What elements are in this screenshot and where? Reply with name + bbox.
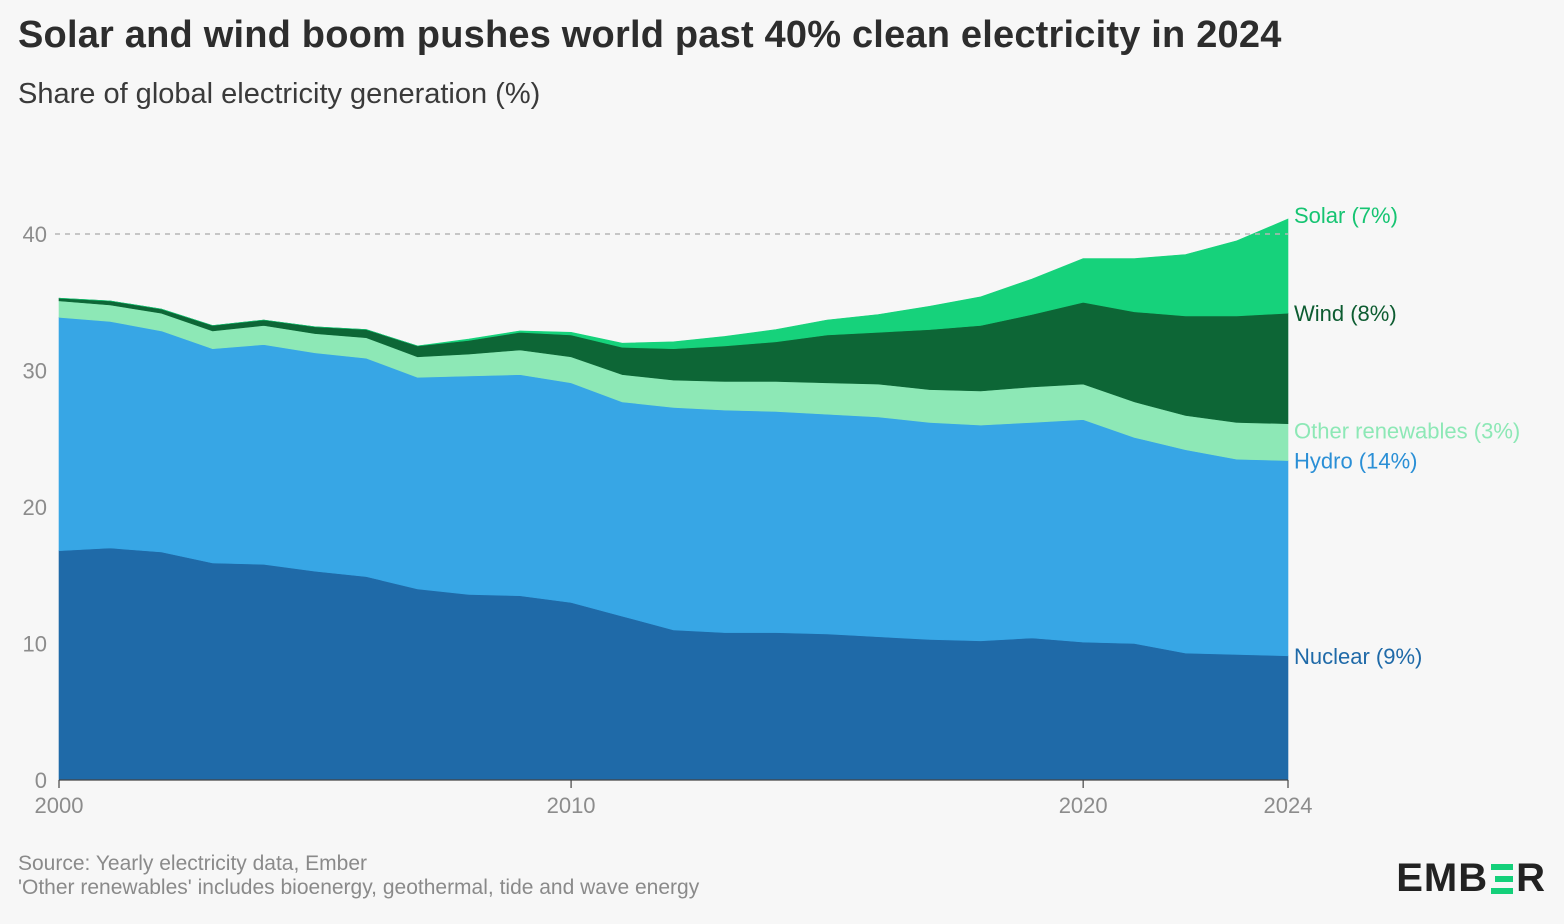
- series-label-wind: Wind (8%): [1294, 301, 1397, 326]
- area-solar: [58, 218, 1289, 350]
- series-label-other-renewables: Other renewables (3%): [1294, 419, 1520, 444]
- chart-subtitle: Share of global electricity generation (…: [18, 78, 541, 110]
- logo-e-mark: [1491, 863, 1514, 894]
- x-tick-label: 2020: [1059, 793, 1108, 818]
- series-label-hydro: Hydro (14%): [1294, 449, 1417, 474]
- series-label-nuclear: Nuclear (9%): [1294, 644, 1422, 669]
- x-tick-label: 2000: [35, 793, 84, 818]
- footnote: 'Other renewables' includes bioenergy, g…: [18, 876, 700, 899]
- axes-group: 0 10 20 30 40 2000 2010 2020 2024: [23, 222, 1313, 818]
- chart-title: Solar and wind boom pushes world past 40…: [18, 14, 1282, 56]
- y-tick-label: 20: [23, 495, 47, 520]
- logo-text-right: R: [1516, 856, 1546, 900]
- x-tick-label: 2024: [1264, 793, 1313, 818]
- area-layers: [58, 218, 1289, 781]
- x-tick-label: 2010: [547, 793, 596, 818]
- series-label-solar: Solar (7%): [1294, 203, 1398, 228]
- y-tick-label: 10: [23, 632, 47, 657]
- y-tick-label: 0: [35, 768, 47, 793]
- y-tick-label: 40: [23, 222, 47, 247]
- ember-logo: EMB R: [1396, 856, 1546, 901]
- logo-text-left: EMB: [1396, 856, 1489, 900]
- source-note: Source: Yearly electricity data, Ember: [18, 852, 368, 875]
- series-labels: Nuclear (9%) Hydro (14%) Other renewables …: [1294, 203, 1520, 669]
- y-tick-label: 30: [23, 359, 47, 384]
